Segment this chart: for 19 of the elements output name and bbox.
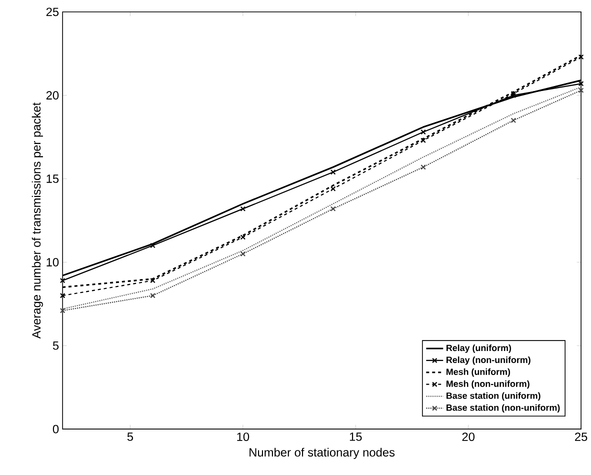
legend-label: Base station (non-uniform)	[446, 404, 560, 413]
x-tick-label: 20	[462, 432, 475, 442]
legend-label: Relay (uniform)	[446, 344, 512, 353]
y-tick-label: 10	[46, 258, 59, 267]
y-tick-label: 0	[52, 424, 59, 434]
y-tick-label: 15	[46, 174, 59, 184]
x-tick-label: 15	[350, 432, 362, 442]
x-tick-label: 10	[237, 432, 250, 442]
legend-label: Relay (non-uniform)	[446, 356, 530, 365]
y-tick-label: 20	[46, 91, 59, 100]
x-tick-label: 25	[575, 432, 588, 442]
legend-label: Mesh (non-uniform)	[446, 380, 530, 389]
legend-label: Base station (uniform)	[446, 392, 540, 401]
y-tick-label: 25	[46, 8, 59, 16]
x-tick-label: 5	[127, 432, 134, 442]
x-axis-title: Number of stationary nodes	[250, 448, 395, 460]
y-tick-label: 5	[52, 342, 59, 350]
y-axis-title: Average number of transmissions per packet	[32, 102, 43, 339]
legend-label: Mesh (uniform)	[446, 368, 510, 377]
